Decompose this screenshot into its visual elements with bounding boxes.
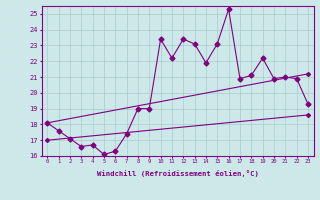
X-axis label: Windchill (Refroidissement éolien,°C): Windchill (Refroidissement éolien,°C): [97, 170, 259, 177]
